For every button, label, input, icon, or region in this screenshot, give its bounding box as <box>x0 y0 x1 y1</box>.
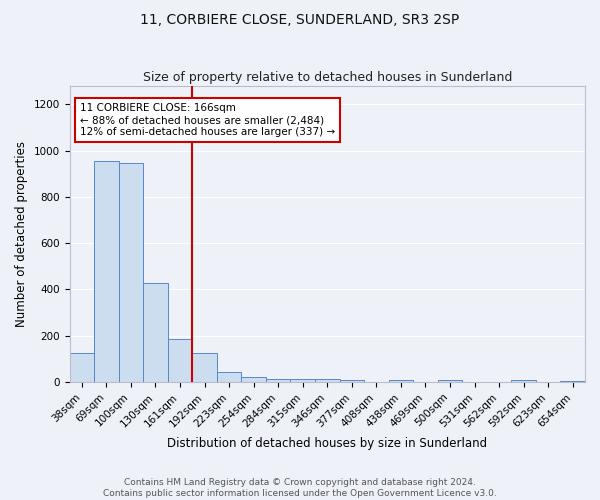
Bar <box>560 381 585 382</box>
Bar <box>119 162 143 382</box>
Bar <box>70 352 94 382</box>
Bar <box>168 339 192 382</box>
Bar <box>241 378 266 382</box>
Title: Size of property relative to detached houses in Sunderland: Size of property relative to detached ho… <box>143 72 512 85</box>
Text: 11 CORBIERE CLOSE: 166sqm
← 88% of detached houses are smaller (2,484)
12% of se: 11 CORBIERE CLOSE: 166sqm ← 88% of detac… <box>80 104 335 136</box>
Bar <box>340 380 364 382</box>
Text: 11, CORBIERE CLOSE, SUNDERLAND, SR3 2SP: 11, CORBIERE CLOSE, SUNDERLAND, SR3 2SP <box>140 12 460 26</box>
Bar <box>94 161 119 382</box>
Bar <box>192 353 217 382</box>
Bar <box>389 380 413 382</box>
Bar <box>217 372 241 382</box>
Bar <box>290 378 315 382</box>
Bar <box>315 378 340 382</box>
Bar <box>143 282 168 382</box>
Bar <box>438 380 462 382</box>
Bar <box>511 380 536 382</box>
X-axis label: Distribution of detached houses by size in Sunderland: Distribution of detached houses by size … <box>167 437 487 450</box>
Y-axis label: Number of detached properties: Number of detached properties <box>15 141 28 327</box>
Text: Contains HM Land Registry data © Crown copyright and database right 2024.
Contai: Contains HM Land Registry data © Crown c… <box>103 478 497 498</box>
Bar <box>266 378 290 382</box>
